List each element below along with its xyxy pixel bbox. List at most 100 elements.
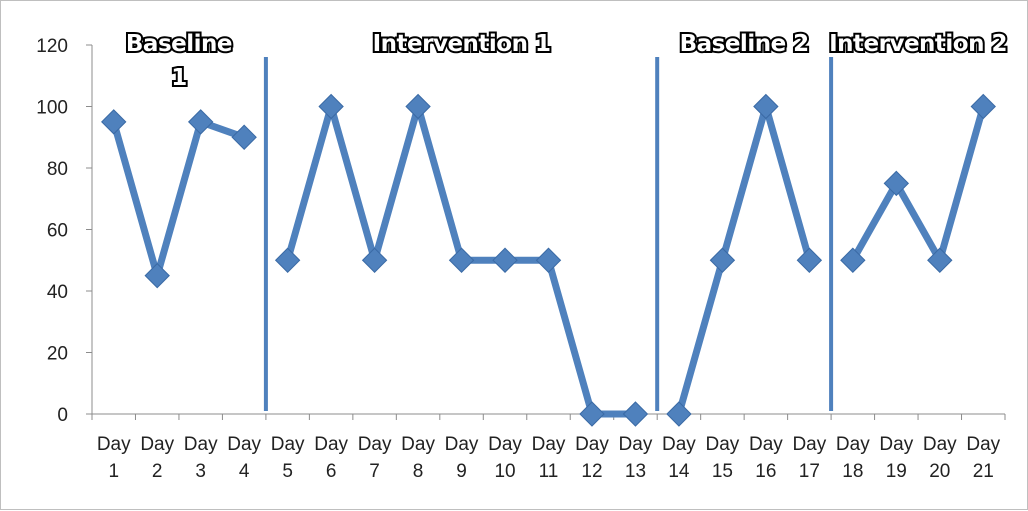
x-tick-label-line: Day (271, 434, 305, 455)
x-tick-label: Day 17 (792, 434, 826, 482)
x-tick-label: Day 12 (575, 434, 609, 482)
phase-label: Intervention 1 (373, 31, 551, 57)
x-tick-label-line: Day (227, 434, 261, 455)
data-point-marker (753, 93, 779, 120)
x-tick-label-line: 7 (369, 461, 380, 482)
x-tick-label: Day 18 (836, 434, 870, 482)
x-tick-label: Day 9 (445, 434, 479, 482)
x-tick-label-line: Day (966, 434, 1000, 455)
x-tick-label-line: Day (445, 434, 479, 455)
data-point-marker (883, 170, 910, 197)
x-tick-label-line: 5 (282, 461, 293, 482)
phase-label-line: Baseline 2 (680, 31, 809, 57)
series-line-segment (110, 118, 246, 280)
phase-label-line: Baseline (126, 31, 232, 57)
x-tick-label-line: Day (619, 434, 653, 455)
phase-label: Baseline 1 (126, 31, 232, 91)
x-tick-label-line: Day (836, 434, 870, 455)
x-tick-label: Day 11 (532, 434, 566, 482)
x-tick-label-line: 15 (712, 461, 733, 482)
y-tick-label: 100 (36, 98, 68, 119)
y-tick-label: 80 (47, 159, 68, 180)
x-tick-label-line: Day (923, 434, 957, 455)
x-tick-label-line: Day (488, 434, 522, 455)
x-tick-label-line: Day (792, 434, 826, 455)
x-tick-label: Day 14 (662, 434, 696, 482)
x-tick-label-line: Day (97, 434, 131, 455)
x-tick-label: Day 21 (966, 434, 1000, 482)
data-point-marker (274, 247, 301, 273)
y-tick-label: 120 (36, 36, 68, 57)
data-point-marker (405, 93, 431, 120)
x-tick-label-line: 2 (152, 461, 163, 482)
data-point-marker (101, 109, 127, 135)
phase-label-line: Intervention 2 (829, 31, 1007, 57)
data-point-marker (535, 247, 562, 273)
x-tick-label-line: 4 (239, 461, 250, 482)
x-tick-label: Day 20 (923, 434, 957, 482)
x-tick-label: Day 2 (140, 434, 174, 482)
x-tick-label: Day 13 (619, 434, 653, 482)
data-point-marker (666, 401, 692, 427)
phase-label-line: Intervention 1 (373, 31, 551, 57)
data-point-marker (144, 262, 170, 289)
x-tick-label-line: Day (314, 434, 348, 455)
x-tick-label-line: 19 (886, 461, 907, 482)
data-point-marker (448, 247, 475, 273)
x-tick-label-line: Day (706, 434, 740, 455)
x-tick-label-line: 3 (195, 461, 206, 482)
x-tick-label-line: 16 (755, 461, 776, 482)
x-tick-label-line: 12 (581, 461, 602, 482)
x-tick-label: Day 16 (749, 434, 783, 482)
x-tick-label-line: Day (575, 434, 609, 455)
data-point-marker (622, 401, 649, 427)
y-tick-label: 20 (47, 344, 68, 365)
x-tick-label: Day 10 (488, 434, 522, 482)
x-tick-label-line: 18 (842, 461, 863, 482)
x-tick-label: Day 5 (271, 434, 305, 482)
x-tick-label-line: 11 (539, 461, 559, 482)
data-point-marker (796, 247, 823, 273)
phase-change-lines (263, 57, 834, 411)
series-line-segment (675, 103, 813, 415)
x-tick-label-line: 21 (973, 461, 994, 482)
x-tick-label: Day 6 (314, 434, 348, 482)
phase-labels: Baseline 1 Intervention 1 Baseline 2 Interve… (124, 29, 1010, 93)
data-point-marker (361, 247, 388, 273)
data-point-marker (492, 247, 518, 273)
x-tick-label-line: 1 (108, 461, 119, 482)
x-tick-label-line: 10 (494, 461, 515, 482)
x-tick-label-line: 14 (668, 461, 690, 482)
data-point-marker (231, 124, 257, 150)
phase-label: Baseline 2 (680, 31, 809, 57)
data-point-marker (318, 93, 344, 120)
x-tick-label: Day 8 (401, 434, 435, 482)
x-tick-label: Day 19 (879, 434, 913, 482)
data-point-marker (579, 401, 605, 427)
x-tick-label-line: Day (358, 434, 392, 455)
x-tick-label-line: 8 (413, 461, 424, 482)
data-markers (101, 93, 996, 427)
phase-label-line: 1 (171, 65, 187, 91)
phase-label: Intervention 2 (829, 31, 1007, 57)
x-tick-label: Day 4 (227, 434, 261, 482)
x-tick-label-line: Day (749, 434, 783, 455)
x-tick-label-line: Day (532, 434, 566, 455)
x-tick-label-line: Day (662, 434, 696, 455)
x-tick-label: Day 1 (97, 434, 131, 482)
x-tick-label-line: Day (401, 434, 435, 455)
x-tick-label: Day 15 (706, 434, 740, 482)
x-tick-label: Day 3 (184, 434, 218, 482)
x-tick-label: Day 7 (358, 434, 392, 482)
data-point-marker (187, 109, 214, 135)
x-tick-label-line: 17 (799, 461, 820, 482)
x-tick-label-line: 13 (625, 461, 646, 482)
y-tick-label: 60 (47, 221, 68, 242)
data-point-marker (927, 247, 953, 273)
data-point-marker (970, 93, 996, 120)
x-tick-label-line: 20 (929, 461, 950, 482)
data-point-marker (709, 247, 736, 273)
